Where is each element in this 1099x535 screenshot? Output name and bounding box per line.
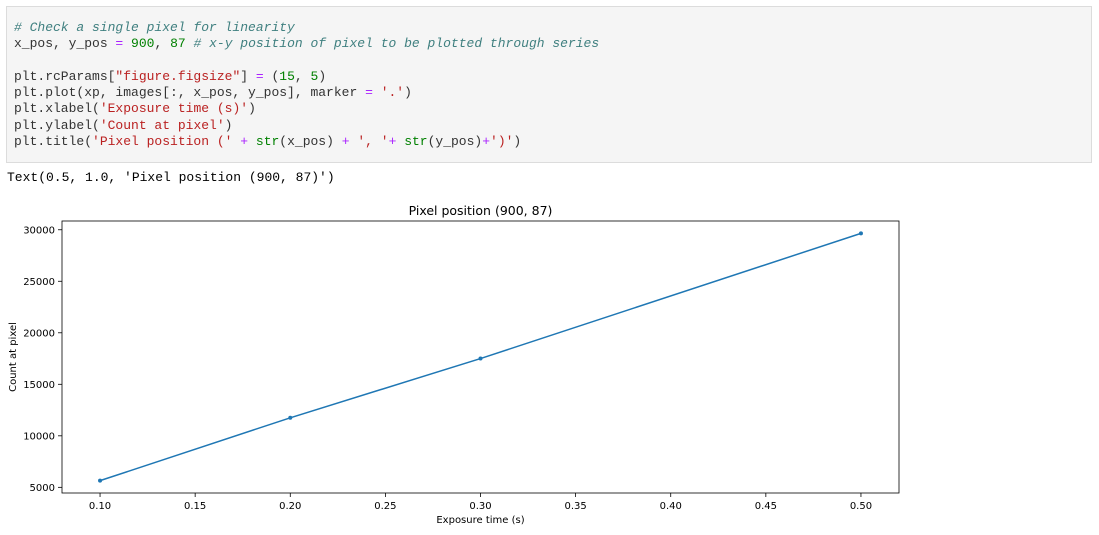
code-token: , <box>294 68 311 84</box>
code-token: (x_pos) <box>279 134 342 150</box>
code-token: ')' <box>490 134 514 150</box>
code-token: str <box>255 134 280 150</box>
y-tick-label: 20000 <box>23 328 55 339</box>
code-line: plt.title('Pixel position (' + str(x_pos… <box>14 134 599 150</box>
x-tick-label: 0.50 <box>850 501 872 512</box>
code-token: ] <box>240 68 256 84</box>
data-point <box>98 478 103 483</box>
code-token: plt.title( <box>14 134 93 150</box>
data-point <box>478 356 483 361</box>
x-tick-label: 0.35 <box>564 501 586 512</box>
x-tick-label: 0.30 <box>469 501 491 512</box>
code-token: '.' <box>380 85 405 101</box>
code-token: ( <box>263 68 280 84</box>
code-token: + <box>482 134 491 150</box>
data-point <box>288 415 293 420</box>
code-line: plt.plot(xp, images[:, x_pos, y_pos], ma… <box>14 85 599 101</box>
x-tick-label: 0.40 <box>660 501 682 512</box>
code-token: ) <box>248 101 256 117</box>
code-token: ) <box>318 68 327 84</box>
y-tick-label: 30000 <box>23 225 55 236</box>
code-token: plt.rcParams[ <box>14 68 116 84</box>
x-tick-label: 0.15 <box>184 501 206 512</box>
data-point <box>858 231 863 236</box>
chart-title: Pixel position (900, 87) <box>409 203 553 218</box>
code-line: plt.ylabel('Count at pixel') <box>14 118 599 134</box>
y-tick-label: 5000 <box>30 483 55 494</box>
code-line: plt.rcParams["figure.figsize"] = (15, 5) <box>14 69 599 85</box>
y-tick-label: 10000 <box>23 431 55 442</box>
code-token: (y_pos) <box>427 134 483 150</box>
code-token: x_pos, y_pos <box>14 36 116 52</box>
cell-output-text: Text(0.5, 1.0, 'Pixel position (900, 87)… <box>7 170 335 185</box>
code-line: # Check a single pixel for linearity <box>14 20 599 36</box>
y-tick-label: 15000 <box>23 380 55 391</box>
x-tick-label: 0.20 <box>279 501 301 512</box>
y-tick-label: 25000 <box>23 277 55 288</box>
code-token: # x-y position of pixel to be plotted th… <box>193 36 600 52</box>
code-token: + <box>341 134 350 150</box>
code-token: 900 <box>131 36 155 52</box>
code-line: plt.xlabel('Exposure time (s)') <box>14 101 599 117</box>
x-axis-label: Exposure time (s) <box>436 515 524 526</box>
code-token: 'Count at pixel' <box>99 117 225 133</box>
code-editor[interactable]: # Check a single pixel for linearity x_po… <box>14 20 599 150</box>
series-line <box>99 232 862 482</box>
code-line: ​ <box>14 53 599 69</box>
code-token: = <box>255 68 264 84</box>
code-token: plt.plot(xp, images[:, x_pos, y_pos], ma… <box>14 85 366 101</box>
code-token: plt.ylabel( <box>14 117 100 133</box>
code-cell[interactable]: # Check a single pixel for linearity x_po… <box>6 6 1092 163</box>
code-token: 'Pixel position (' <box>92 134 233 150</box>
code-token: + <box>388 134 397 150</box>
code-token: ) <box>224 117 233 133</box>
code-token: # Check a single pixel for linearity <box>14 20 295 35</box>
code-token: = <box>115 36 124 52</box>
code-token: , <box>154 36 171 52</box>
code-token: "figure.figsize" <box>115 68 241 84</box>
x-tick-label: 0.45 <box>755 501 777 512</box>
code-token: 15 <box>279 68 295 84</box>
code-token <box>373 85 381 100</box>
x-tick-label: 0.10 <box>89 501 111 512</box>
code-token: 87 <box>170 36 186 52</box>
code-token: 5 <box>310 68 319 84</box>
code-token <box>123 36 131 51</box>
y-axis-label: Count at pixel <box>8 322 19 392</box>
line-chart: Pixel position (900, 87) 0.10 0.15 0.20 0.25… <box>8 203 900 526</box>
code-token: 'Exposure time (s)' <box>99 101 249 117</box>
x-tick-label: 0.25 <box>374 501 396 512</box>
code-token: plt.xlabel( <box>14 101 100 117</box>
code-token: = <box>365 85 373 101</box>
code-token: ) <box>513 134 522 150</box>
code-token <box>248 134 256 149</box>
code-token: ) <box>404 85 412 101</box>
code-token: + <box>240 134 249 150</box>
code-token: str <box>404 134 428 150</box>
plot-figure: Pixel position (900, 87) 0.10 0.15 0.20 0.25… <box>0 195 1099 535</box>
code-line: x_pos, y_pos = 900, 87 # x-y position of… <box>14 36 599 52</box>
code-token: ', ' <box>357 134 389 150</box>
